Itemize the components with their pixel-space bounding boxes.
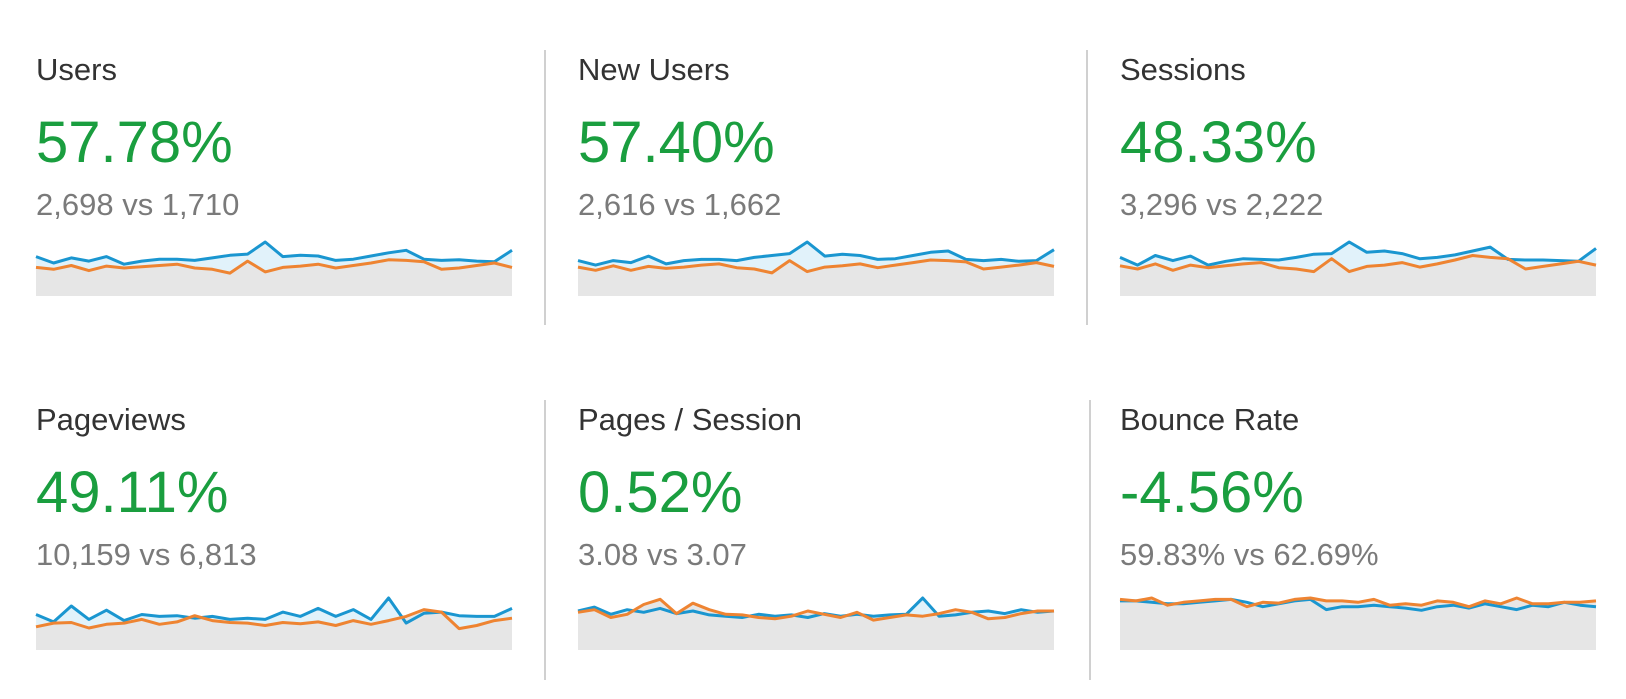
metric-value: -4.56% bbox=[1120, 460, 1304, 525]
previous-line bbox=[1119, 596, 1597, 609]
metric-comparison: 2,698 vs 1,710 bbox=[36, 187, 239, 222]
previous-line bbox=[577, 258, 1055, 275]
previous-line bbox=[577, 597, 1054, 622]
metric-comparison: 3.08 vs 3.07 bbox=[578, 537, 747, 572]
metric-comparison: 59.83% vs 62.69% bbox=[1120, 537, 1379, 572]
metric-comparison: 2,616 vs 1,662 bbox=[578, 187, 781, 222]
metric-value: 48.33% bbox=[1120, 110, 1317, 175]
previous-area bbox=[1120, 598, 1596, 650]
metric-title: Pages / Session bbox=[578, 402, 802, 437]
metric-title: New Users bbox=[578, 52, 730, 87]
metric-value: 0.52% bbox=[578, 460, 742, 525]
metric-value: 57.78% bbox=[36, 110, 233, 175]
metric-title: Users bbox=[36, 52, 117, 87]
previous-line bbox=[1119, 254, 1597, 274]
current-line bbox=[35, 596, 513, 625]
previous-line bbox=[35, 608, 513, 631]
current-line bbox=[577, 240, 1055, 267]
metric-comparison: 10,159 vs 6,813 bbox=[36, 537, 257, 572]
metric-value: 49.11% bbox=[36, 460, 228, 525]
metric-title: Sessions bbox=[1120, 52, 1246, 87]
previous-area bbox=[578, 260, 1054, 296]
current-line bbox=[35, 240, 513, 266]
metric-comparison: 3,296 vs 2,222 bbox=[1120, 187, 1323, 222]
previous-area bbox=[578, 599, 1054, 650]
metric-title: Bounce Rate bbox=[1120, 402, 1299, 437]
metric-title: Pageviews bbox=[36, 402, 186, 437]
metric-value: 57.40% bbox=[578, 110, 775, 175]
current-line bbox=[1119, 240, 1597, 267]
previous-line bbox=[35, 258, 513, 275]
previous-area bbox=[36, 259, 512, 296]
